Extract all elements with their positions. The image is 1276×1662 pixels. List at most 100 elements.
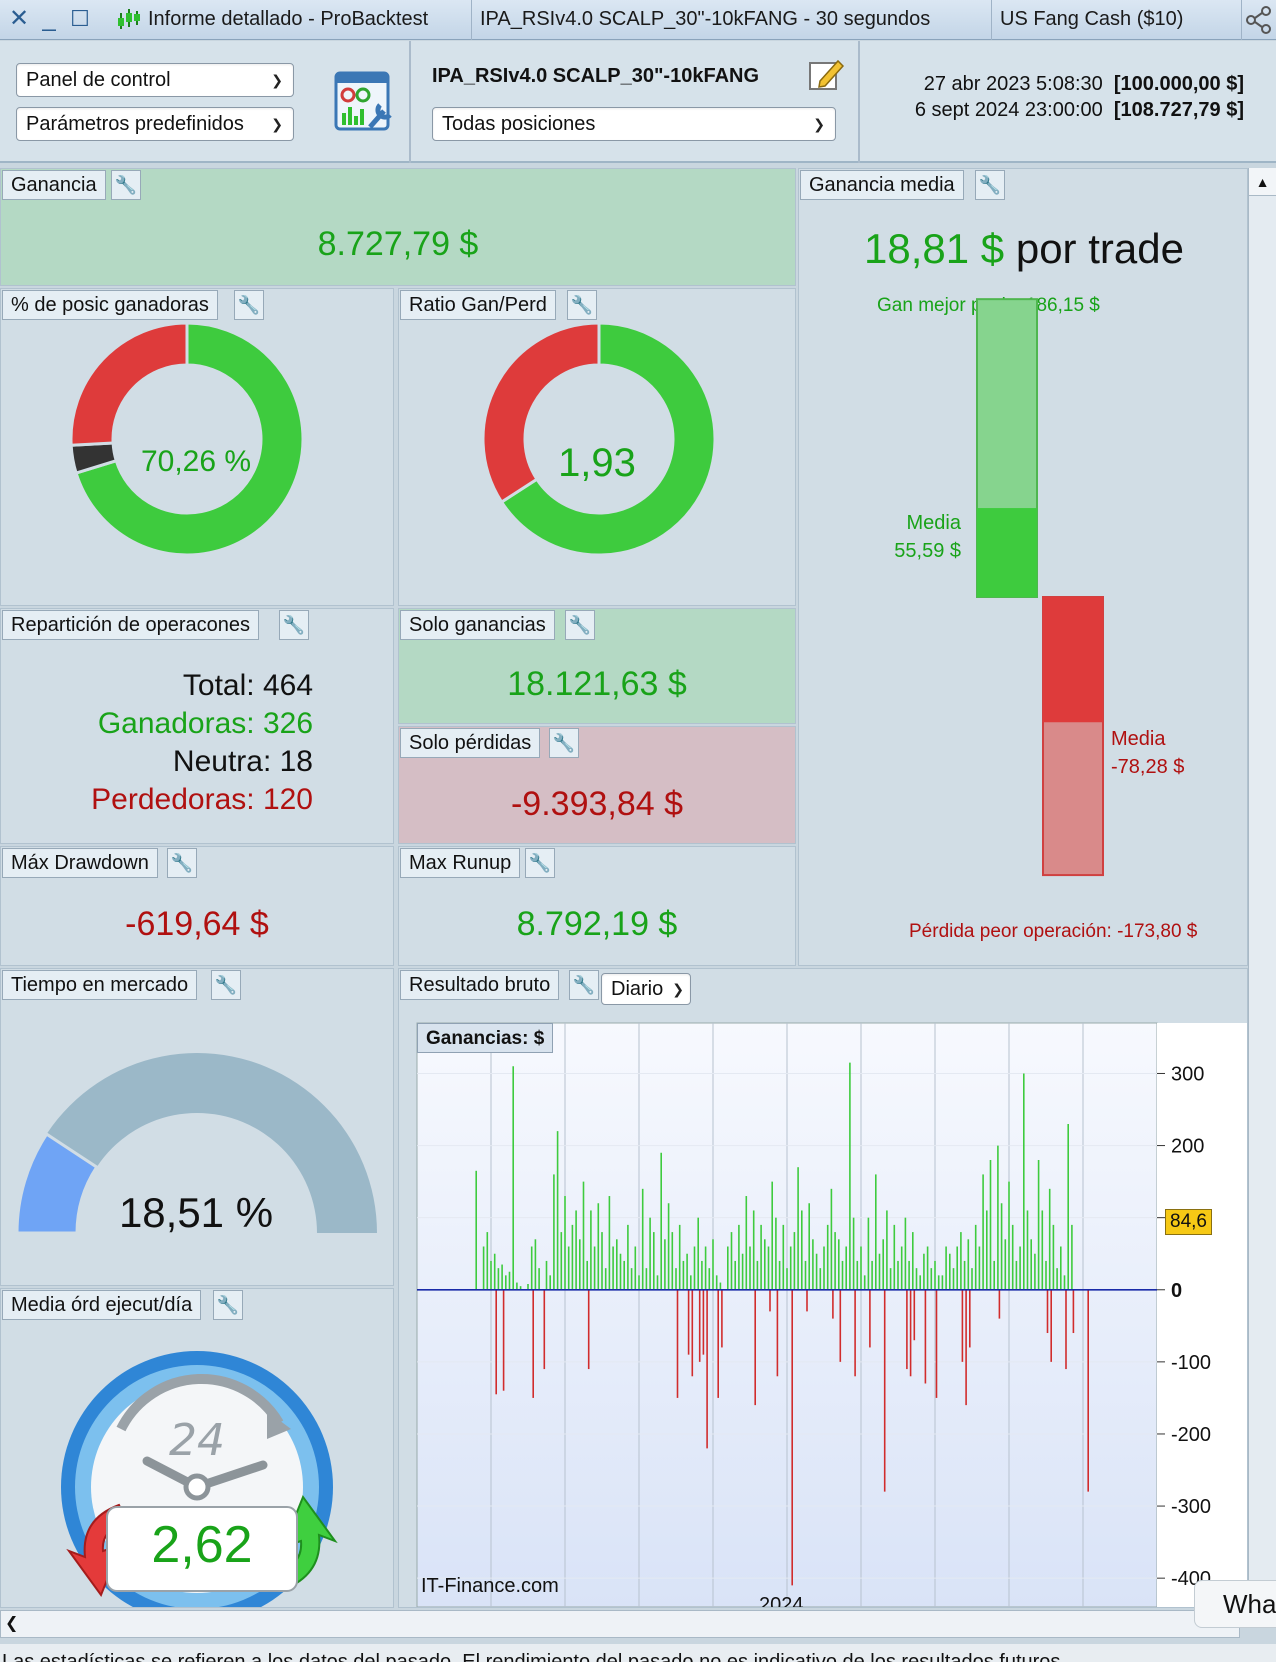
wrench-icon[interactable]: 🔧: [167, 848, 197, 878]
preset-params-select-value: Parámetros predefinidos: [26, 113, 244, 135]
period-select-value: Diario: [611, 978, 664, 1000]
chart-series-label: Ganancias: $: [417, 1023, 554, 1053]
wrench-icon[interactable]: 🔧: [234, 290, 264, 320]
gauge-fill: [15, 1132, 99, 1235]
panel-gross-result: Resultado bruto 🔧 Diario ❯ 3002001000-10…: [398, 968, 1248, 1608]
panel-win-percentage: % de posic ganadoras 🔧 70,26 %: [0, 288, 394, 606]
candlestick-icon: [118, 9, 140, 29]
end-capital: [108.727,79 $]: [1113, 99, 1244, 121]
panel-profit: Ganancia 🔧 8.727,79 $: [0, 168, 796, 286]
average-gain-value: 18,81 $: [864, 225, 1005, 272]
period-select[interactable]: Diario ❯: [601, 973, 691, 1005]
panel-losses-only: Solo pérdidas 🔧 -9.393,84 $: [398, 726, 796, 844]
gain-loss-ratio-value: 1,93: [558, 441, 636, 485]
time-in-market-gauge: [15, 1053, 377, 1235]
minimize-icon[interactable]: _: [42, 5, 56, 32]
losing-trades: Perdedoras: 120: [91, 783, 313, 816]
positions-select-value: Todas posiciones: [442, 113, 596, 135]
donut-slice-losses: [481, 321, 601, 505]
average-gain-bars: [976, 298, 1104, 877]
panel-gains-only: Solo ganancias 🔧 18.121,63 $: [398, 608, 796, 724]
control-panel-select[interactable]: Panel de control ❯: [16, 63, 294, 97]
panel-orders-per-day: Media órd ejecut/día 🔧 24 2,62: [0, 1288, 394, 1608]
average-loss-caption: Media -78,28 $: [1111, 725, 1184, 781]
disclaimer: Las estadísticas se refieren a los datos…: [0, 1644, 1276, 1662]
chart-bars: [417, 1062, 1157, 1586]
chevron-down-icon: ❯: [813, 116, 825, 132]
chart-tick-label: -200: [1171, 1424, 1211, 1446]
chart-y-axis-area: [1157, 1023, 1247, 1607]
positions-select[interactable]: Todas posiciones ❯: [432, 107, 836, 141]
chart-year-label: 2024: [759, 1597, 804, 1608]
wrench-icon[interactable]: 🔧: [569, 970, 599, 1000]
time-in-market-value: 18,51 %: [118, 1189, 274, 1236]
last-value-badge: 84,6: [1165, 1209, 1212, 1235]
panel-gain-loss-ratio: Ratio Gan/Perd 🔧 1,93: [398, 288, 796, 606]
date-range: 27 abr 2023 5:08:30 [100.000,00 $] 6 sep…: [915, 71, 1244, 123]
wrench-icon[interactable]: 🔧: [525, 848, 555, 878]
total-trades: Total: 464: [182, 669, 313, 702]
panel-title: Repartición de operacones: [2, 610, 260, 640]
horizontal-scrollbar[interactable]: ❮: [0, 1610, 1240, 1638]
tab-instrument[interactable]: US Fang Cash ($10): [992, 0, 1242, 40]
chart-watermark: IT-Finance.com: [421, 1575, 559, 1597]
wrench-icon[interactable]: 🔧: [975, 170, 1005, 200]
wrench-icon[interactable]: 🔧: [567, 290, 597, 320]
average-gain: 18,81 $ por trade: [799, 225, 1247, 273]
chevron-down-icon: ❯: [271, 116, 283, 132]
share-icon[interactable]: [1244, 5, 1274, 35]
panel-title: Solo pérdidas: [400, 728, 541, 758]
panel-title: Ganancia media: [800, 170, 964, 200]
orders-per-day-value: 2,62: [151, 1516, 253, 1574]
vertical-scrollbar[interactable]: ▲: [1248, 168, 1276, 1608]
panel-title: Max Runup: [400, 848, 521, 878]
daily-profit-chart: 3002001000-100-200-300-400: [416, 1022, 1247, 1607]
close-icon[interactable]: ✕: [8, 5, 30, 32]
average-win-bar: [977, 508, 1037, 597]
report-settings-icon[interactable]: [334, 71, 394, 133]
start-date: 27 abr 2023 5:08:30: [923, 73, 1103, 95]
average-loss-bar: [1043, 597, 1103, 723]
tab-report[interactable]: Informe detallado - ProBacktest: [112, 0, 472, 40]
scroll-left-icon[interactable]: ❮: [5, 1615, 19, 1632]
chart-tick-label: 200: [1171, 1136, 1204, 1158]
panel-title: Solo ganancias: [400, 610, 555, 640]
donut-slice-winning: [74, 321, 305, 557]
panel-average-gain: Ganancia media 🔧 18,81 $ por trade Gan m…: [798, 168, 1248, 966]
wrench-icon[interactable]: 🔧: [211, 970, 241, 1000]
wrench-icon[interactable]: 🔧: [213, 1290, 243, 1320]
tab-system-label: IPA_RSIv4.0 SCALP_30"-10kFANG - 30 segun…: [480, 8, 931, 30]
donut-slice-gains: [499, 321, 717, 557]
chart-tick-label: -300: [1171, 1496, 1211, 1518]
panel-title: Tiempo en mercado: [2, 970, 198, 1000]
header-divider: [858, 41, 860, 163]
end-date: 6 sept 2024 23:00:00: [914, 99, 1103, 121]
start-capital: [100.000,00 $]: [1113, 73, 1244, 95]
panel-title: Resultado bruto: [400, 970, 560, 1000]
panel-time-in-market: Tiempo en mercado 🔧 18,51 %: [0, 968, 394, 1286]
tab-system[interactable]: IPA_RSIv4.0 SCALP_30"-10kFANG - 30 segun…: [472, 0, 992, 40]
wrench-icon[interactable]: 🔧: [565, 610, 595, 640]
worst-loss-label: Pérdida peor operación: -173,80 $: [909, 921, 1198, 942]
chat-popup[interactable]: Wha: [1194, 1580, 1276, 1628]
chart-tick-label: -100: [1171, 1352, 1211, 1374]
wrench-icon[interactable]: 🔧: [279, 610, 309, 640]
wrench-icon[interactable]: 🔧: [111, 170, 141, 200]
panel-title: % de posic ganadoras: [2, 290, 218, 320]
scroll-up-icon[interactable]: ▲: [1249, 168, 1276, 196]
panel-trade-distribution: Repartición de operacones 🔧 Total: 464 G…: [0, 608, 394, 844]
edit-pencil-icon[interactable]: [808, 57, 844, 91]
panel-title: Ganancia: [2, 170, 106, 200]
neutral-trades: Neutra: 18: [172, 745, 313, 778]
wrench-icon[interactable]: 🔧: [549, 728, 579, 758]
clock-dial-number: 24: [169, 1415, 225, 1466]
max-drawdown-value: -619,64 $: [125, 905, 269, 943]
tab-report-label: Informe detallado - ProBacktest: [148, 8, 429, 30]
gain-loss-ratio-donut: [481, 321, 717, 557]
clock-icon: 24: [61, 1351, 338, 1607]
preset-params-select[interactable]: Parámetros predefinidos ❯: [16, 107, 294, 141]
chevron-down-icon: ❯: [672, 981, 684, 997]
maximize-icon[interactable]: ☐: [70, 6, 90, 31]
average-loss-label: Media: [1111, 728, 1166, 750]
average-gain-suffix: por trade: [1015, 225, 1184, 272]
